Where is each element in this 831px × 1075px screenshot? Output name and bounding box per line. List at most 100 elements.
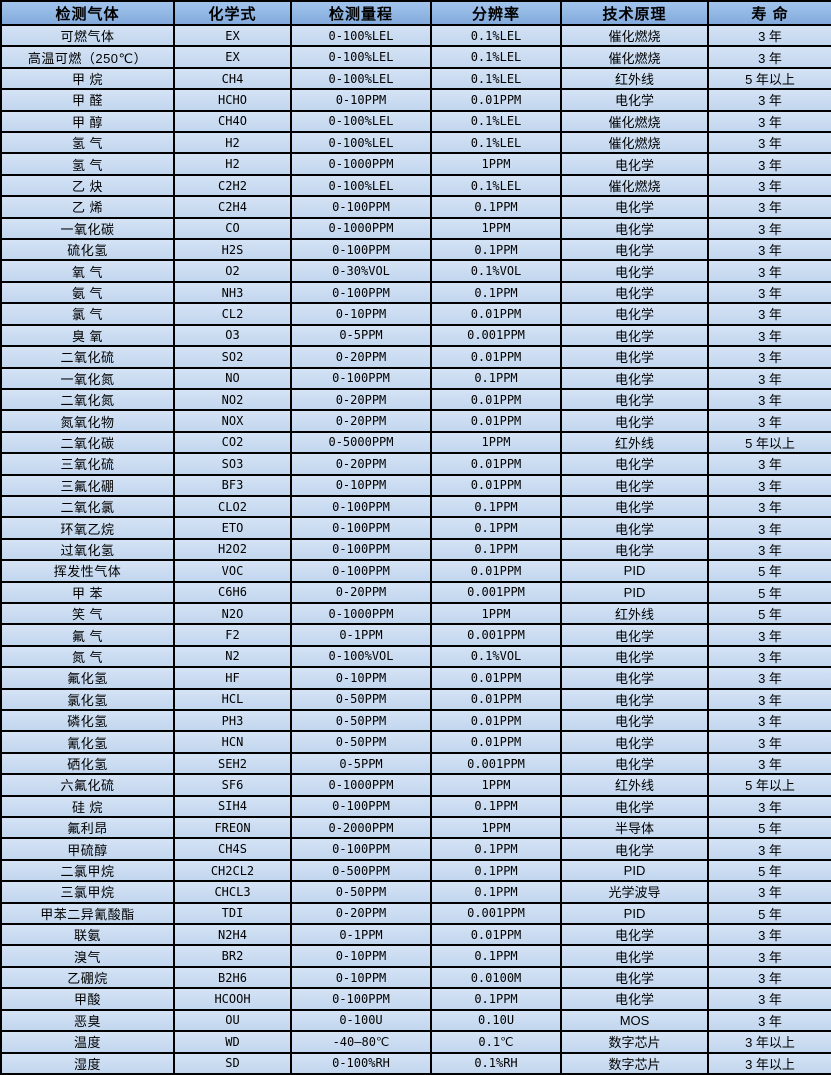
table-row: 乙 烯 C2H4 0-100PPM 0.1PPM 电化学 3 年 [0, 195, 831, 219]
range-cell: 0-50PPM [290, 730, 432, 754]
resolution-cell: 0.1%LEL [430, 109, 562, 134]
range-cell: -40—80℃ [290, 1030, 432, 1054]
formula-cell: WD [173, 1030, 292, 1054]
principle-cell: 电化学 [560, 409, 709, 433]
formula-cell: CLO2 [173, 494, 292, 519]
table-row: 甲 苯 C6H6 0-20PPM 0.001PPM PID 5 年 [0, 580, 831, 604]
table-row: 六氟化硫 SF6 0-1000PPM 1PPM 红外线 5 年以上 [0, 773, 831, 797]
resolution-cell: 0.01PPM [430, 923, 562, 947]
principle-cell: 电化学 [560, 965, 709, 990]
principle-cell: 电化学 [560, 216, 709, 241]
formula-cell: SIH4 [173, 794, 292, 819]
range-cell: 0-20PPM [290, 580, 432, 604]
formula-cell: CO2 [173, 430, 292, 455]
range-cell: 0-1000PPM [290, 216, 432, 241]
table-row: 硫化氢 H2S 0-100PPM 0.1PPM 电化学 3 年 [0, 238, 831, 262]
range-cell: 0-100PPM [290, 559, 432, 583]
resolution-cell: 0.1%LEL [430, 173, 562, 198]
lifespan-cell: 3 年 [707, 173, 831, 198]
table-row: 二氧化氯 CLO2 0-100PPM 0.1PPM 电化学 3 年 [0, 494, 831, 519]
resolution-cell: 0.1%VOL [430, 644, 562, 669]
lifespan-cell: 3 年 [707, 302, 831, 326]
principle-cell: 电化学 [560, 366, 709, 390]
gas-cell: 溴气 [0, 944, 175, 968]
principle-cell: 催化燃烧 [560, 23, 709, 48]
range-cell: 0-5PPM [290, 751, 432, 776]
resolution-cell: 1PPM [430, 816, 562, 840]
table-row: 氢 气 H2 0-1000PPM 1PPM 电化学 3 年 [0, 152, 831, 176]
column-header-range: 检测量程 [290, 0, 432, 26]
gas-cell: 一氧化氮 [0, 366, 175, 390]
principle-cell: 电化学 [560, 623, 709, 647]
lifespan-cell: 3 年以上 [707, 1051, 831, 1075]
range-cell: 0-30%VOL [290, 259, 432, 283]
lifespan-cell: 3 年 [707, 88, 831, 112]
resolution-cell: 0.01PPM [430, 302, 562, 326]
formula-cell: CHCL3 [173, 880, 292, 904]
gas-cell: 氮氧化物 [0, 409, 175, 433]
table-row: 乙硼烷 B2H6 0-10PPM 0.0100M 电化学 3 年 [0, 965, 831, 990]
lifespan-cell: 3 年 [707, 794, 831, 819]
formula-cell: H2O2 [173, 537, 292, 562]
range-cell: 0-100%LEL [290, 173, 432, 198]
table-row: 三氧化硫 SO3 0-20PPM 0.01PPM 电化学 3 年 [0, 452, 831, 476]
principle-cell: 电化学 [560, 837, 709, 861]
gas-cell: 笑 气 [0, 601, 175, 626]
range-cell: 0-100PPM [290, 516, 432, 540]
formula-cell: O2 [173, 259, 292, 283]
lifespan-cell: 3 年 [707, 494, 831, 519]
principle-cell: 电化学 [560, 644, 709, 669]
gas-cell: 硫化氢 [0, 238, 175, 262]
resolution-cell: 0.1%LEL [430, 23, 562, 48]
lifespan-cell: 3 年 [707, 366, 831, 390]
resolution-cell: 0.01PPM [430, 708, 562, 733]
table-row: 甲硫醇 CH4S 0-100PPM 0.1PPM 电化学 3 年 [0, 837, 831, 861]
principle-cell: 电化学 [560, 537, 709, 562]
table-row: 过氧化氢 H2O2 0-100PPM 0.1PPM 电化学 3 年 [0, 537, 831, 562]
principle-cell: 电化学 [560, 494, 709, 519]
principle-cell: 红外线 [560, 601, 709, 626]
column-header-lifespan: 寿 命 [707, 0, 831, 26]
resolution-cell: 0.001PPM [430, 901, 562, 926]
lifespan-cell: 3 年 [707, 687, 831, 712]
principle-cell: 红外线 [560, 430, 709, 455]
formula-cell: OU [173, 1008, 292, 1033]
gas-cell: 氧 气 [0, 259, 175, 283]
range-cell: 0-100PPM [290, 537, 432, 562]
formula-cell: H2 [173, 152, 292, 176]
table-row: 氟利昂 FREON 0-2000PPM 1PPM 半导体 5 年 [0, 816, 831, 840]
gas-cell: 过氧化氢 [0, 537, 175, 562]
table-row: 挥发性气体 VOC 0-100PPM 0.01PPM PID 5 年 [0, 559, 831, 583]
table-row: 氢 气 H2 0-100%LEL 0.1%LEL 催化燃烧 3 年 [0, 131, 831, 155]
formula-cell: N2 [173, 644, 292, 669]
lifespan-cell: 3 年 [707, 216, 831, 241]
resolution-cell: 0.1%RH [430, 1051, 562, 1075]
principle-cell: 数字芯片 [560, 1051, 709, 1075]
gas-cell: 二氯甲烷 [0, 858, 175, 883]
formula-cell: CH4S [173, 837, 292, 861]
range-cell: 0-100PPM [290, 987, 432, 1011]
range-cell: 0-100%LEL [290, 66, 432, 91]
gas-cell: 氟利昂 [0, 816, 175, 840]
lifespan-cell: 3 年以上 [707, 1030, 831, 1054]
lifespan-cell: 3 年 [707, 323, 831, 348]
table-row: 氟 气 F2 0-1PPM 0.001PPM 电化学 3 年 [0, 623, 831, 647]
lifespan-cell: 3 年 [707, 131, 831, 155]
range-cell: 0-100%LEL [290, 109, 432, 134]
range-cell: 0-20PPM [290, 387, 432, 412]
range-cell: 0-100U [290, 1008, 432, 1033]
table-row: 恶臭 OU 0-100U 0.10U MOS 3 年 [0, 1008, 831, 1033]
range-cell: 0-10PPM [290, 302, 432, 326]
formula-cell: SD [173, 1051, 292, 1075]
formula-cell: SF6 [173, 773, 292, 797]
gas-cell: 三氯甲烷 [0, 880, 175, 904]
table-row: 硒化氢 SEH2 0-5PPM 0.001PPM 电化学 3 年 [0, 751, 831, 776]
lifespan-cell: 5 年以上 [707, 773, 831, 797]
table-row: 可燃气体 EX 0-100%LEL 0.1%LEL 催化燃烧 3 年 [0, 23, 831, 48]
table-row: 三氟化硼 BF3 0-10PPM 0.01PPM 电化学 3 年 [0, 473, 831, 497]
resolution-cell: 0.01PPM [430, 559, 562, 583]
lifespan-cell: 5 年 [707, 559, 831, 583]
resolution-cell: 0.1PPM [430, 944, 562, 968]
lifespan-cell: 3 年 [707, 238, 831, 262]
